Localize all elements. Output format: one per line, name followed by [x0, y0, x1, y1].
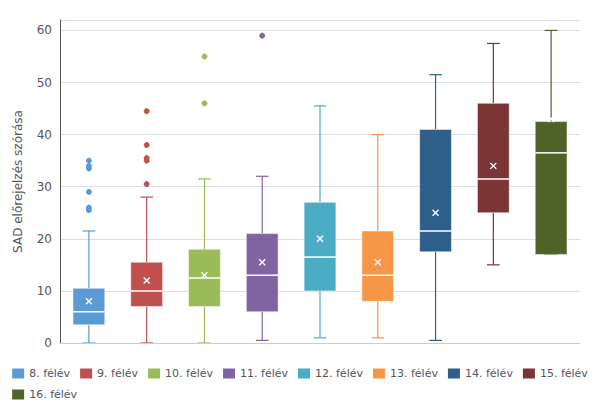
- svg-text:16. félév: 16. félév: [29, 388, 77, 401]
- svg-text:0: 0: [44, 336, 52, 350]
- svg-text:12. félév: 12. félév: [315, 367, 363, 380]
- svg-text:13. félév: 13. félév: [390, 367, 438, 380]
- svg-text:15. félév: 15. félév: [540, 367, 588, 380]
- svg-text:20: 20: [37, 232, 52, 246]
- svg-text:10. félév: 10. félév: [165, 367, 213, 380]
- svg-text:8. félév: 8. félév: [29, 367, 70, 380]
- svg-text:30: 30: [37, 180, 52, 194]
- svg-text:50: 50: [37, 76, 52, 90]
- svg-text:10: 10: [37, 284, 52, 298]
- svg-text:14. félév: 14. félév: [465, 367, 513, 380]
- svg-text:11. félév: 11. félév: [240, 367, 288, 380]
- svg-text:SAD előrejelzés szórása: SAD előrejelzés szórása: [11, 110, 25, 253]
- svg-text:9. félév: 9. félév: [97, 367, 138, 380]
- svg-text:60: 60: [37, 23, 52, 37]
- svg-text:40: 40: [37, 128, 52, 142]
